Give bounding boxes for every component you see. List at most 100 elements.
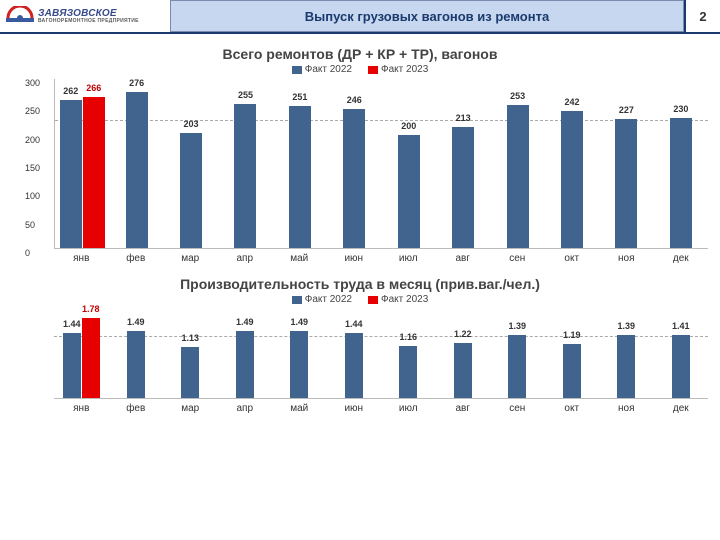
bar-label: 1.41: [672, 321, 690, 331]
bar-label: 1.78: [82, 304, 100, 314]
logo: ЗАВЯЗОВСКОЕ ВАГОНОРЕМОНТНОЕ ПРЕДПРИЯТИЕ: [0, 0, 170, 32]
xtick: янв: [54, 249, 109, 264]
month-group: 255: [218, 79, 272, 248]
bar-2022: 1.44: [345, 333, 363, 398]
bar-label: 1.39: [617, 321, 635, 331]
ytick: 300: [25, 78, 40, 88]
xtick: июл: [381, 399, 436, 414]
bar-2022: 200: [398, 135, 420, 248]
xtick: янв: [54, 399, 109, 414]
month-group: 1.49: [272, 309, 327, 398]
chart2-plot: 1.441.781.491.131.491.491.441.161.221.39…: [54, 309, 708, 399]
month-group: 203: [164, 79, 218, 248]
bar-label: 1.49: [236, 317, 254, 327]
chart2-title: Производительность труда в месяц (прив.в…: [12, 276, 708, 292]
bar-2022: 251: [289, 106, 311, 248]
bar-2022: 1.49: [127, 331, 145, 398]
xtick: авг: [436, 399, 491, 414]
bar-2022: 276: [126, 92, 148, 248]
month-group: 276: [109, 79, 163, 248]
swatch-2023: [368, 296, 378, 304]
chart2-legend: Факт 2022 Факт 2023: [12, 294, 708, 305]
legend-2023: Факт 2023: [368, 294, 428, 305]
bar-label: 230: [673, 104, 688, 114]
swatch-2022: [292, 66, 302, 74]
bar-2022: 1.41: [672, 335, 690, 398]
logo-title: ЗАВЯЗОВСКОЕ: [38, 9, 139, 19]
xtick: июн: [327, 249, 382, 264]
month-group: 246: [327, 79, 381, 248]
xtick: дек: [654, 399, 709, 414]
swatch-2023: [368, 66, 378, 74]
header: ЗАВЯЗОВСКОЕ ВАГОНОРЕМОНТНОЕ ПРЕДПРИЯТИЕ …: [0, 0, 720, 34]
xtick: окт: [545, 399, 600, 414]
month-group: 1.41: [654, 309, 709, 398]
month-group: 1.39: [490, 309, 545, 398]
chart1-xaxis: янвфевмарапрмайиюниюлавгсеноктноядек: [54, 249, 708, 264]
bar-2022: 253: [507, 105, 529, 248]
legend-2022: Факт 2022: [292, 64, 352, 75]
swatch-2022: [292, 296, 302, 304]
xtick: май: [272, 249, 327, 264]
xtick: окт: [545, 249, 600, 264]
bar-2022: 1.39: [508, 335, 526, 398]
bar-2022: 255: [234, 104, 256, 249]
month-group: 1.39: [599, 309, 654, 398]
bar-label: 1.13: [181, 333, 199, 343]
xtick: фев: [109, 399, 164, 414]
ytick: 200: [25, 135, 40, 145]
xtick: фев: [109, 249, 164, 264]
month-group: 1.13: [163, 309, 218, 398]
month-group: 1.19: [545, 309, 600, 398]
bar-2022: 227: [615, 119, 637, 248]
chart-productivity: Производительность труда в месяц (прив.в…: [0, 264, 720, 414]
ytick: 100: [25, 191, 40, 201]
bar-label: 276: [129, 78, 144, 88]
xtick: авг: [436, 249, 491, 264]
xtick: май: [272, 399, 327, 414]
ytick: 150: [25, 163, 40, 173]
logo-icon: [6, 6, 34, 26]
bar-label: 242: [564, 97, 579, 107]
xtick: ноя: [599, 249, 654, 264]
page-title: Выпуск грузовых вагонов из ремонта: [305, 9, 549, 24]
bar-2022: 1.19: [563, 344, 581, 398]
chart1-plot: Количество вагонов, ед. 0501001502002503…: [54, 79, 708, 249]
bar-2022: 213: [452, 127, 474, 248]
legend-2023: Факт 2023: [368, 64, 428, 75]
xtick: мар: [163, 399, 218, 414]
month-group: 1.49: [218, 309, 273, 398]
legend-2022: Факт 2022: [292, 294, 352, 305]
bar-label: 262: [63, 86, 78, 96]
xtick: апр: [218, 399, 273, 414]
logo-subtitle: ВАГОНОРЕМОНТНОЕ ПРЕДПРИЯТИЕ: [38, 19, 139, 24]
bar-label: 200: [401, 121, 416, 131]
month-group: 262266: [55, 79, 109, 248]
bar-2022: 203: [180, 133, 202, 248]
xtick: июн: [327, 399, 382, 414]
page-title-box: Выпуск грузовых вагонов из ремонта: [170, 0, 684, 32]
bar-2022: 1.44: [63, 333, 81, 398]
month-group: 253: [490, 79, 544, 248]
bar-label: 213: [456, 113, 471, 123]
month-group: 1.49: [109, 309, 164, 398]
bar-label: 1.16: [399, 332, 417, 342]
bar-label: 1.19: [563, 330, 581, 340]
bar-2022: 1.13: [181, 347, 199, 398]
month-group: 1.16: [381, 309, 436, 398]
bar-label: 246: [347, 95, 362, 105]
bar-label: 1.49: [127, 317, 145, 327]
bar-label: 251: [292, 92, 307, 102]
chart-total-repairs: Всего ремонтов (ДР + КР + ТР), вагонов Ф…: [0, 34, 720, 264]
xtick: сен: [490, 399, 545, 414]
month-group: 251: [273, 79, 327, 248]
bar-2022: 230: [670, 118, 692, 248]
month-group: 213: [436, 79, 490, 248]
bar-label: 1.44: [345, 319, 363, 329]
xtick: июл: [381, 249, 436, 264]
ytick: 0: [25, 248, 30, 258]
chart2-xaxis: янвфевмарапрмайиюниюлавгсеноктноядек: [54, 399, 708, 414]
bar-label: 1.39: [508, 321, 526, 331]
bar-label: 203: [184, 119, 199, 129]
bar-label: 227: [619, 105, 634, 115]
